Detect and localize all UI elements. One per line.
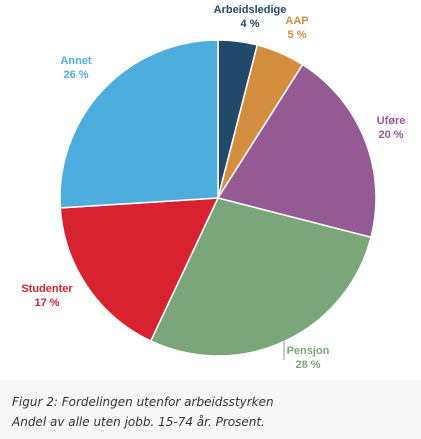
slice-label: Arbeidsledige [214, 4, 287, 16]
pie-slice [59, 39, 219, 209]
slice-value-label: 5 % [288, 29, 307, 41]
pie-slice [149, 197, 372, 357]
slice-label: AAP [285, 15, 308, 27]
caption-line: Andel av alle uten jobb. 15-74 år. Prose… [11, 415, 265, 429]
pie-slice [59, 197, 220, 342]
slice-value-label: 28 % [295, 359, 320, 371]
slice-value-label: 26 % [63, 69, 88, 81]
slice-label: Annet [60, 55, 92, 67]
slice-label: Uføre [377, 115, 406, 127]
slice-label: Studenter [21, 283, 73, 295]
pie-slice [216, 63, 377, 239]
caption-line: Figur 2: Fordelingen utenfor arbeidsstyr… [12, 395, 274, 409]
slice-label: Pensjon [287, 345, 330, 357]
caption-background [0, 380, 421, 439]
slice-value-label: 20 % [378, 129, 403, 141]
slice-value-label: 17 % [34, 297, 59, 309]
slice-value-label: 4 % [241, 18, 260, 30]
